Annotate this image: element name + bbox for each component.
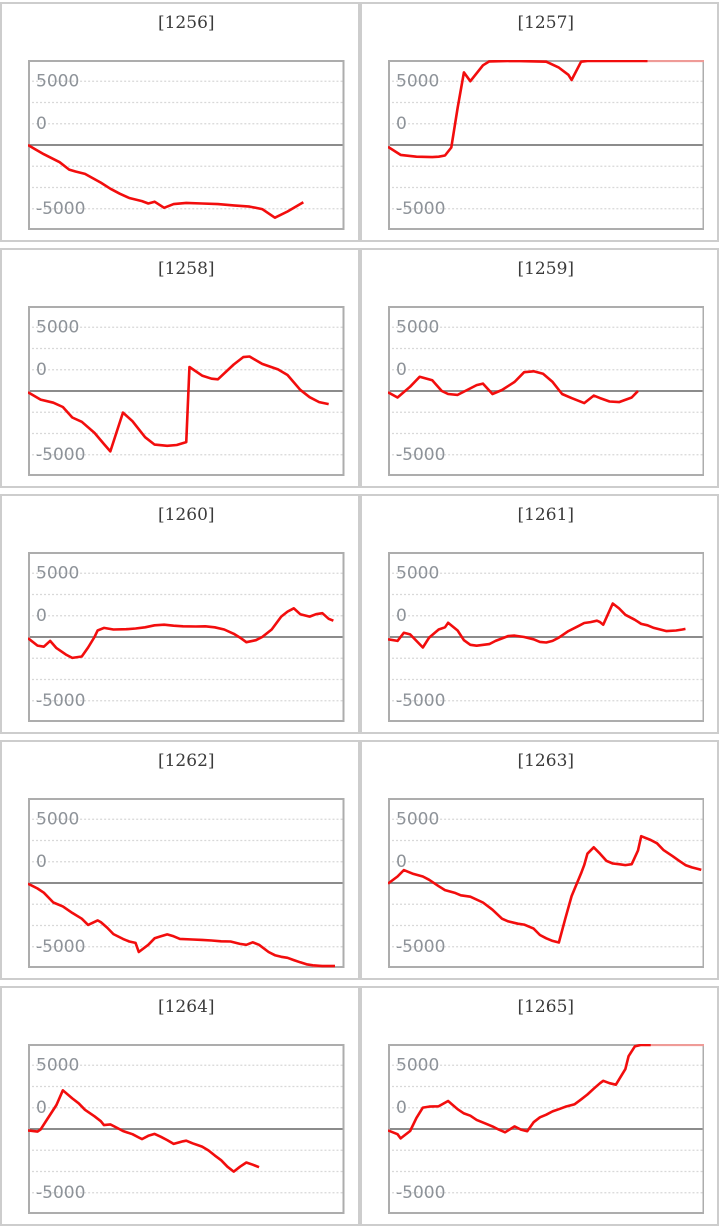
chart-row: [1260] 5000 0 -5000 [1261] 5000 0 -5000 [0,494,719,734]
y-axis-label: 5000 [396,810,439,830]
chart-title: [1264] [157,997,215,1017]
plot-border [387,306,704,476]
plot-area: 5000 0 -5000 [28,60,345,230]
plot-area: 5000 0 -5000 [28,306,345,476]
y-axis-label: -5000 [36,691,85,711]
chart-row: [1264] 5000 0 -5000 [1265] 5000 0 -5000 [0,986,719,1226]
chart-row: [1256] 5000 0 -5000 [1257] 5000 0 -5000 [0,2,719,242]
chart-row: [1258] 5000 0 -5000 [1259] 5000 0 -5000 [0,248,719,488]
plot-border [28,306,345,476]
plot-svg: 5000 0 -5000 [28,798,345,968]
chart-title: [1265] [517,997,575,1017]
series-line [387,60,648,159]
chart-title: [1258] [157,259,215,279]
chart-card: [1264] 5000 0 -5000 [2,988,358,1224]
plot-border [387,1044,704,1214]
chart-title: [1261] [517,505,575,525]
chart-card: [1259] 5000 0 -5000 [357,250,718,486]
y-axis-label: 5000 [396,318,439,338]
y-axis-label: 0 [36,606,47,626]
y-axis-label: 5000 [36,1056,79,1076]
chart-title: [1263] [517,751,575,771]
plot-svg: 5000 0 -5000 [28,306,345,476]
y-axis-label: 0 [396,606,407,626]
series-line [28,143,304,219]
y-axis-label: 0 [36,852,47,872]
y-axis-label: 5000 [396,72,439,92]
plot-svg: 5000 0 -5000 [28,60,345,230]
y-axis-label: -5000 [36,937,85,957]
y-axis-label: -5000 [396,1183,445,1203]
plot-area: 5000 0 -5000 [28,1044,345,1214]
y-axis-label: -5000 [396,445,445,465]
plot-area: 5000 0 -5000 [387,798,704,968]
chart-title: [1260] [157,505,215,525]
y-axis-label: 5000 [36,72,79,92]
series-line [387,1044,651,1140]
series-line [28,355,329,453]
chart-title: [1262] [157,751,215,771]
plot-svg: 5000 0 -5000 [387,798,704,968]
chart-card: [1263] 5000 0 -5000 [357,742,718,978]
y-axis-label: -5000 [396,691,445,711]
y-axis-label: -5000 [396,199,445,219]
chart-title: [1259] [517,259,575,279]
y-axis-label: 5000 [396,564,439,584]
plot-area: 5000 0 -5000 [387,306,704,476]
chart-card: [1260] 5000 0 -5000 [2,496,358,732]
y-axis-label: 0 [396,1098,407,1118]
y-axis-label: 0 [36,360,47,380]
chart-card: [1258] 5000 0 -5000 [2,250,358,486]
chart-title: [1257] [517,13,575,33]
plot-svg: 5000 0 -5000 [387,60,704,230]
y-axis-label: -5000 [36,1183,85,1203]
y-axis-label: -5000 [396,937,445,957]
plot-border [28,552,345,722]
series-line [387,602,686,649]
plot-area: 5000 0 -5000 [28,798,345,968]
chart-row: [1262] 5000 0 -5000 [1263] 5000 0 -5000 [0,740,719,980]
plot-svg: 5000 0 -5000 [28,552,345,722]
plot-border [387,552,704,722]
chart-title: [1256] [157,13,215,33]
plot-area: 5000 0 -5000 [28,552,345,722]
chart-card: [1265] 5000 0 -5000 [357,988,718,1224]
y-axis-label: -5000 [36,199,85,219]
series-line [387,370,639,405]
y-axis-label: 0 [36,1098,47,1118]
plot-area: 5000 0 -5000 [387,552,704,722]
series-line [387,834,702,944]
chart-card: [1256] 5000 0 -5000 [2,4,358,240]
plot-svg: 5000 0 -5000 [387,1044,704,1214]
y-axis-label: -5000 [36,445,85,465]
y-axis-label: 0 [396,360,407,380]
series-line [28,606,334,660]
plot-svg: 5000 0 -5000 [387,552,704,722]
plot-border [28,1044,345,1214]
y-axis-label: 5000 [396,1056,439,1076]
plot-svg: 5000 0 -5000 [28,1044,345,1214]
series-line [28,1088,260,1173]
y-axis-label: 5000 [36,318,79,338]
y-axis-label: 0 [396,114,407,134]
series-line [28,882,335,968]
chart-card: [1257] 5000 0 -5000 [357,4,718,240]
chart-card: [1262] 5000 0 -5000 [2,742,358,978]
y-axis-label: 5000 [36,810,79,830]
plot-area: 5000 0 -5000 [387,1044,704,1214]
y-axis-label: 0 [396,852,407,872]
plot-svg: 5000 0 -5000 [387,306,704,476]
y-axis-label: 5000 [36,564,79,584]
y-axis-label: 0 [36,114,47,134]
plot-area: 5000 0 -5000 [387,60,704,230]
chart-card: [1261] 5000 0 -5000 [357,496,718,732]
